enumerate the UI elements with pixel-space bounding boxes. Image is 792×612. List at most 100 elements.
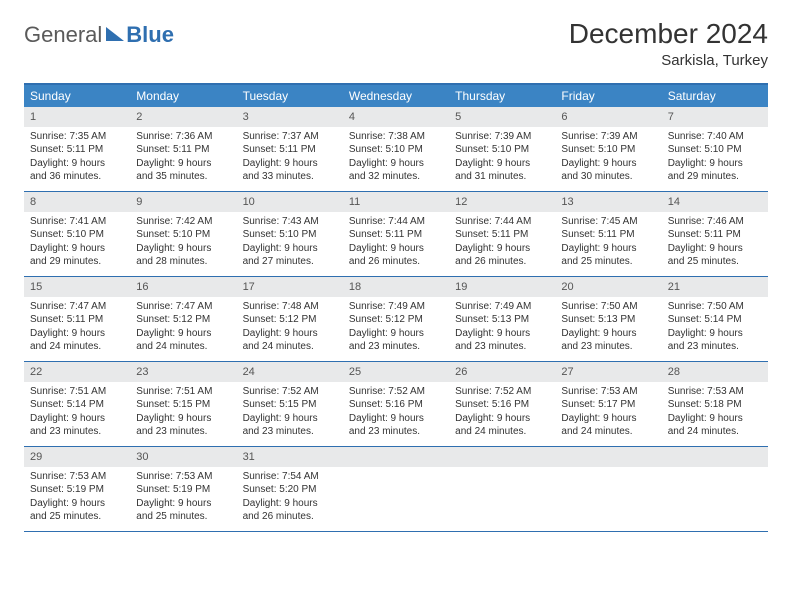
weeks-container: 1Sunrise: 7:35 AMSunset: 5:11 PMDaylight… (24, 107, 768, 532)
sunset-text: Sunset: 5:10 PM (243, 228, 337, 242)
sunrise-text: Sunrise: 7:48 AM (243, 300, 337, 314)
sunset-text: Sunset: 5:19 PM (136, 483, 230, 497)
day-number: 7 (662, 107, 768, 127)
location-label: Sarkisla, Turkey (569, 52, 768, 69)
daylight-text: and 23 minutes. (561, 340, 655, 354)
daylight-text: Daylight: 9 hours (243, 157, 337, 171)
day-cell: 15Sunrise: 7:47 AMSunset: 5:11 PMDayligh… (24, 277, 130, 361)
week-row: 29Sunrise: 7:53 AMSunset: 5:19 PMDayligh… (24, 447, 768, 532)
daylight-text: and 24 minutes. (455, 425, 549, 439)
daylight-text: and 23 minutes. (349, 340, 443, 354)
sunset-text: Sunset: 5:11 PM (349, 228, 443, 242)
day-number: 25 (343, 362, 449, 382)
daylight-text: and 24 minutes. (561, 425, 655, 439)
day-number: 15 (24, 277, 130, 297)
day-cell: 28Sunrise: 7:53 AMSunset: 5:18 PMDayligh… (662, 362, 768, 446)
daylight-text: Daylight: 9 hours (30, 412, 124, 426)
sunrise-text: Sunrise: 7:51 AM (30, 385, 124, 399)
day-cell: 22Sunrise: 7:51 AMSunset: 5:14 PMDayligh… (24, 362, 130, 446)
sunset-text: Sunset: 5:14 PM (30, 398, 124, 412)
sunset-text: Sunset: 5:11 PM (243, 143, 337, 157)
daylight-text: and 25 minutes. (668, 255, 762, 269)
day-cell: 9Sunrise: 7:42 AMSunset: 5:10 PMDaylight… (130, 192, 236, 276)
day-cell: 31Sunrise: 7:54 AMSunset: 5:20 PMDayligh… (237, 447, 343, 531)
sunset-text: Sunset: 5:15 PM (243, 398, 337, 412)
day-cell: 5Sunrise: 7:39 AMSunset: 5:10 PMDaylight… (449, 107, 555, 191)
daylight-text: and 24 minutes. (243, 340, 337, 354)
daylight-text: Daylight: 9 hours (136, 412, 230, 426)
sunrise-text: Sunrise: 7:53 AM (561, 385, 655, 399)
daylight-text: Daylight: 9 hours (136, 242, 230, 256)
daylight-text: Daylight: 9 hours (30, 327, 124, 341)
sunset-text: Sunset: 5:10 PM (561, 143, 655, 157)
day-cell: 6Sunrise: 7:39 AMSunset: 5:10 PMDaylight… (555, 107, 661, 191)
sunset-text: Sunset: 5:11 PM (136, 143, 230, 157)
day-number: 6 (555, 107, 661, 127)
sunrise-text: Sunrise: 7:40 AM (668, 130, 762, 144)
day-number: . (449, 447, 555, 467)
daylight-text: Daylight: 9 hours (349, 412, 443, 426)
daylight-text: Daylight: 9 hours (243, 412, 337, 426)
daylight-text: Daylight: 9 hours (136, 497, 230, 511)
sunrise-text: Sunrise: 7:50 AM (561, 300, 655, 314)
sunset-text: Sunset: 5:19 PM (30, 483, 124, 497)
day-number: 18 (343, 277, 449, 297)
empty-day-cell: . (662, 447, 768, 531)
weekday-header: Thursday (449, 85, 555, 107)
day-cell: 16Sunrise: 7:47 AMSunset: 5:12 PMDayligh… (130, 277, 236, 361)
sunrise-text: Sunrise: 7:54 AM (243, 470, 337, 484)
sunset-text: Sunset: 5:13 PM (561, 313, 655, 327)
day-number: 10 (237, 192, 343, 212)
sunset-text: Sunset: 5:12 PM (136, 313, 230, 327)
day-cell: 20Sunrise: 7:50 AMSunset: 5:13 PMDayligh… (555, 277, 661, 361)
sunrise-text: Sunrise: 7:35 AM (30, 130, 124, 144)
day-cell: 1Sunrise: 7:35 AMSunset: 5:11 PMDaylight… (24, 107, 130, 191)
sunrise-text: Sunrise: 7:53 AM (30, 470, 124, 484)
daylight-text: and 27 minutes. (243, 255, 337, 269)
day-cell: 11Sunrise: 7:44 AMSunset: 5:11 PMDayligh… (343, 192, 449, 276)
daylight-text: and 36 minutes. (30, 170, 124, 184)
daylight-text: and 23 minutes. (455, 340, 549, 354)
week-row: 22Sunrise: 7:51 AMSunset: 5:14 PMDayligh… (24, 362, 768, 447)
day-number: 24 (237, 362, 343, 382)
sunset-text: Sunset: 5:16 PM (349, 398, 443, 412)
daylight-text: Daylight: 9 hours (668, 157, 762, 171)
sunset-text: Sunset: 5:11 PM (30, 313, 124, 327)
sunrise-text: Sunrise: 7:53 AM (668, 385, 762, 399)
sunset-text: Sunset: 5:11 PM (30, 143, 124, 157)
day-cell: 13Sunrise: 7:45 AMSunset: 5:11 PMDayligh… (555, 192, 661, 276)
day-number: 3 (237, 107, 343, 127)
day-cell: 24Sunrise: 7:52 AMSunset: 5:15 PMDayligh… (237, 362, 343, 446)
weekday-header: Friday (555, 85, 661, 107)
daylight-text: Daylight: 9 hours (455, 327, 549, 341)
daylight-text: Daylight: 9 hours (455, 157, 549, 171)
day-cell: 29Sunrise: 7:53 AMSunset: 5:19 PMDayligh… (24, 447, 130, 531)
sunrise-text: Sunrise: 7:43 AM (243, 215, 337, 229)
day-number: 30 (130, 447, 236, 467)
day-number: 20 (555, 277, 661, 297)
day-number: 14 (662, 192, 768, 212)
day-cell: 23Sunrise: 7:51 AMSunset: 5:15 PMDayligh… (130, 362, 236, 446)
title-block: December 2024 Sarkisla, Turkey (569, 18, 768, 69)
week-row: 1Sunrise: 7:35 AMSunset: 5:11 PMDaylight… (24, 107, 768, 192)
sunset-text: Sunset: 5:10 PM (349, 143, 443, 157)
sunset-text: Sunset: 5:18 PM (668, 398, 762, 412)
day-cell: 18Sunrise: 7:49 AMSunset: 5:12 PMDayligh… (343, 277, 449, 361)
daylight-text: and 23 minutes. (30, 425, 124, 439)
day-number: 21 (662, 277, 768, 297)
daylight-text: Daylight: 9 hours (136, 327, 230, 341)
day-number: 2 (130, 107, 236, 127)
weekday-header: Sunday (24, 85, 130, 107)
daylight-text: Daylight: 9 hours (668, 242, 762, 256)
empty-day-cell: . (343, 447, 449, 531)
sunset-text: Sunset: 5:10 PM (455, 143, 549, 157)
sunrise-text: Sunrise: 7:52 AM (455, 385, 549, 399)
daylight-text: and 24 minutes. (136, 340, 230, 354)
daylight-text: Daylight: 9 hours (455, 242, 549, 256)
day-cell: 14Sunrise: 7:46 AMSunset: 5:11 PMDayligh… (662, 192, 768, 276)
day-cell: 3Sunrise: 7:37 AMSunset: 5:11 PMDaylight… (237, 107, 343, 191)
daylight-text: and 23 minutes. (136, 425, 230, 439)
sunset-text: Sunset: 5:10 PM (136, 228, 230, 242)
daylight-text: and 26 minutes. (349, 255, 443, 269)
day-cell: 4Sunrise: 7:38 AMSunset: 5:10 PMDaylight… (343, 107, 449, 191)
